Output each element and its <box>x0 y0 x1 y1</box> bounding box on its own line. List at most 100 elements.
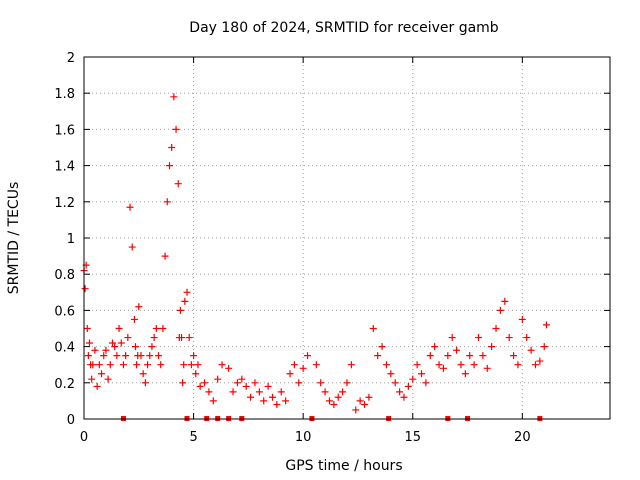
data-point <box>128 243 136 251</box>
data-point <box>418 370 426 378</box>
data-point <box>457 361 465 369</box>
data-point <box>461 370 469 378</box>
data-point <box>339 388 347 396</box>
data-point <box>201 379 209 387</box>
data-point <box>108 339 116 347</box>
x-tick-label: 20 <box>514 430 531 445</box>
data-point <box>229 388 237 396</box>
data-point <box>369 325 377 332</box>
data-point <box>510 352 518 360</box>
data-point <box>209 397 217 405</box>
data-point <box>139 370 147 378</box>
data-point <box>409 375 417 383</box>
data-point <box>88 375 96 383</box>
data-point <box>95 361 103 369</box>
data-point <box>132 343 140 351</box>
y-tick-label: 0.6 <box>54 304 75 319</box>
data-point <box>157 361 165 369</box>
data-point <box>192 370 200 378</box>
data-point <box>106 361 114 369</box>
data-point <box>111 343 119 351</box>
data-point <box>196 382 204 390</box>
data-point <box>251 379 259 387</box>
data-point <box>514 361 522 369</box>
data-point <box>179 379 187 387</box>
data-point <box>163 198 171 206</box>
data-point <box>273 401 281 409</box>
data-point <box>170 93 178 101</box>
data-point <box>426 352 434 360</box>
data-point <box>187 361 195 369</box>
data-point <box>165 162 173 170</box>
data-point <box>89 361 97 369</box>
data-point <box>152 325 160 332</box>
data-point <box>400 393 408 401</box>
data-point <box>295 379 303 387</box>
data-point <box>378 343 386 351</box>
grid <box>84 57 610 419</box>
data-point <box>321 388 329 396</box>
data-point <box>93 382 101 390</box>
data-point <box>190 352 198 360</box>
x-tick-label: 0 <box>80 430 88 445</box>
data-point <box>501 297 509 305</box>
data-point <box>233 379 241 387</box>
data-point <box>317 379 325 387</box>
x-tick-label: 15 <box>404 430 421 445</box>
data-point <box>347 361 355 369</box>
data-point <box>178 334 186 342</box>
data-point <box>172 125 180 133</box>
data-point <box>83 325 91 332</box>
data-point <box>91 346 99 354</box>
data-point <box>115 325 123 332</box>
data-point <box>312 361 320 369</box>
data-point <box>218 361 226 369</box>
data-point <box>137 352 145 360</box>
data-point <box>168 144 176 151</box>
data-point <box>174 180 182 188</box>
data-point <box>527 346 535 354</box>
data-point <box>146 352 154 360</box>
data-point <box>286 370 294 378</box>
data-point <box>183 288 191 296</box>
data-point <box>488 343 496 351</box>
data-point <box>181 297 189 305</box>
data-point <box>404 382 412 390</box>
data-point <box>133 361 141 369</box>
data-point <box>299 364 307 372</box>
data-point <box>130 315 138 323</box>
x-axis-label: GPS time / hours <box>285 458 402 474</box>
data-point <box>444 352 452 360</box>
data-point <box>255 388 263 396</box>
chart-title: Day 180 of 2024, SRMTID for receiver gam… <box>189 20 499 36</box>
data-point <box>391 379 399 387</box>
y-axis-label: SRMTID / TECUs <box>6 182 22 295</box>
data-point <box>431 343 439 351</box>
data-point <box>122 352 130 360</box>
data-point <box>238 375 246 383</box>
data-point <box>84 352 92 360</box>
axis-ticks: 00.20.40.60.811.21.41.61.820 5 10 15 20 <box>54 51 610 445</box>
data-point <box>260 397 268 405</box>
data-point <box>161 252 169 260</box>
data-point <box>422 379 430 387</box>
data-point <box>144 361 152 369</box>
data-point <box>290 361 298 369</box>
y-tick-label: 2 <box>67 51 75 66</box>
data-point <box>334 393 342 401</box>
data-point <box>242 382 250 390</box>
data-point <box>100 352 108 360</box>
data-point <box>141 379 149 387</box>
data-point <box>382 361 390 369</box>
data-point <box>148 343 156 351</box>
data-point <box>374 352 382 360</box>
data-point <box>453 346 461 354</box>
data-points <box>80 93 550 421</box>
data-point <box>176 306 184 314</box>
data-point <box>282 397 290 405</box>
data-point <box>523 334 531 342</box>
data-point <box>85 339 93 347</box>
data-point <box>466 352 474 360</box>
data-point <box>531 361 539 369</box>
data-point <box>104 375 112 383</box>
